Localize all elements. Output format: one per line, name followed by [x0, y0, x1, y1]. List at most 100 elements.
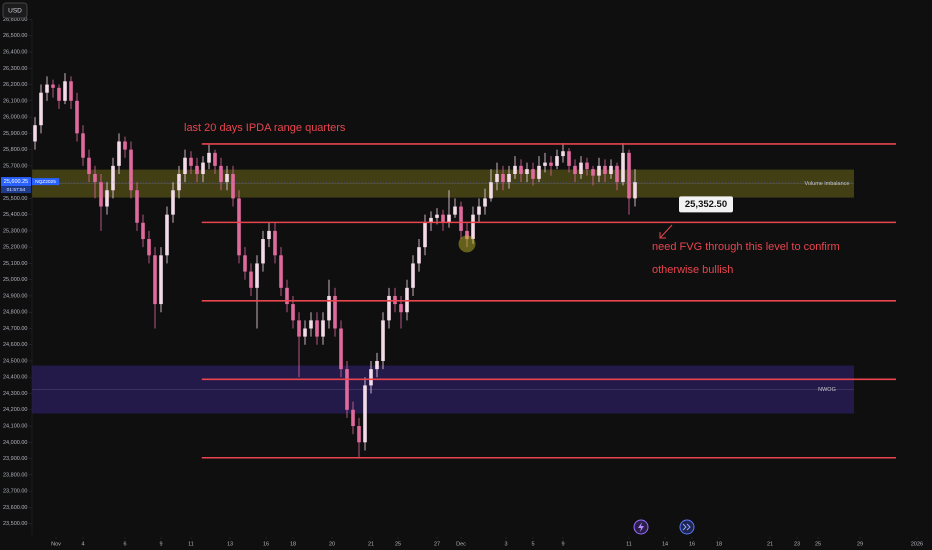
candle-body	[237, 198, 241, 256]
x-tick-label: 16	[263, 541, 269, 547]
candle-body	[93, 173, 97, 183]
x-tick-label: 25	[395, 541, 401, 547]
y-tick-label: 25,100.00	[3, 261, 27, 267]
candle-body	[33, 125, 37, 142]
annotation: last 20 days IPDA range quarters	[184, 122, 346, 134]
candle-body	[381, 320, 385, 362]
zone-label: NWOG	[818, 387, 836, 393]
x-tick-label: 6	[123, 541, 126, 547]
x-tick-label: 27	[434, 541, 440, 547]
x-tick-label: 2026	[911, 541, 923, 547]
y-tick-label: 24,800.00	[3, 310, 27, 316]
x-tick-label: 29	[857, 541, 863, 547]
candle-body	[411, 263, 415, 288]
highlight-circle	[458, 235, 476, 253]
candle-body	[429, 217, 433, 223]
candle-body	[243, 255, 247, 272]
candle-body	[603, 165, 607, 174]
y-tick-label: 24,900.00	[3, 293, 27, 299]
candle-body	[327, 295, 331, 321]
candle-body	[417, 247, 421, 264]
arrow-head	[659, 232, 666, 239]
candle-body	[261, 239, 265, 264]
y-tick-label: 24,300.00	[3, 391, 27, 397]
candle-body	[435, 214, 439, 218]
y-tick-label: 24,200.00	[3, 407, 27, 413]
y-tick-label: 25,300.00	[3, 228, 27, 234]
scroll-icon[interactable]	[679, 519, 695, 535]
candle-body	[387, 295, 391, 321]
candle-body	[129, 149, 133, 191]
candle-body	[111, 165, 115, 191]
plot: Volume imbalance NWOG 26,600.00 26,500.00 26…	[3, 17, 923, 547]
candle-body	[153, 255, 157, 305]
y-tick-label: 25,200.00	[3, 245, 27, 251]
x-tick-label: 3	[504, 541, 507, 547]
candle-body	[315, 320, 319, 337]
y-tick-label: 25,800.00	[3, 147, 27, 153]
x-tick-label: 4	[81, 541, 84, 547]
candle-body	[123, 141, 127, 150]
y-tick-label: 23,700.00	[3, 489, 27, 495]
candle-body	[447, 214, 451, 223]
candle-body	[279, 255, 283, 288]
candle-body	[273, 230, 277, 256]
y-tick-label: 25,000.00	[3, 277, 27, 283]
candle-body	[363, 385, 367, 443]
x-tick-label: Dec	[456, 541, 466, 547]
candle-body	[615, 165, 619, 183]
candle-body	[423, 222, 427, 248]
candle-body	[591, 169, 595, 176]
candle-body	[585, 162, 589, 170]
candle-body	[183, 157, 187, 174]
candle-body	[513, 165, 517, 174]
candle-body	[147, 239, 151, 256]
callout-label: 25,352.50	[685, 199, 727, 210]
candle-body	[351, 409, 355, 427]
candle-body	[333, 295, 337, 329]
candle-body	[483, 198, 487, 207]
candle-body	[141, 222, 145, 240]
x-tick-label: 18	[290, 541, 296, 547]
candle-body	[165, 214, 169, 256]
candle-body	[369, 369, 373, 386]
price-tag-label: 25,600.25	[4, 179, 28, 185]
symbol-tag	[32, 178, 59, 186]
candle-body	[57, 87, 61, 101]
x-tick-label: 25	[815, 541, 821, 547]
candle-body	[87, 157, 91, 174]
candle-body	[621, 152, 625, 183]
currency-button[interactable]	[2, 2, 28, 19]
currency: USD	[8, 8, 22, 15]
y-tick-label: 26,400.00	[3, 49, 27, 55]
candle-body	[357, 426, 361, 443]
candle-body	[573, 165, 577, 174]
candle-body	[303, 328, 307, 337]
candle-body	[477, 206, 481, 215]
candle-body	[201, 162, 205, 174]
candle-body	[171, 190, 175, 215]
x-tick-label: 20	[329, 541, 335, 547]
candle-body	[231, 173, 235, 199]
candle-body	[627, 152, 631, 199]
y-tick-label: 23,500.00	[3, 521, 27, 527]
zone-label: Volume imbalance	[805, 181, 850, 187]
y-tick-label: 24,600.00	[3, 342, 27, 348]
candle-body	[399, 304, 403, 313]
y-tick-label: 24,000.00	[3, 440, 27, 446]
candle-body	[555, 156, 559, 166]
x-tick-label: 9	[159, 541, 162, 547]
candle-body	[543, 162, 547, 166]
candle-body	[213, 152, 217, 166]
y-tick-label: 24,500.00	[3, 358, 27, 364]
symbol: NQZ2025	[35, 179, 56, 185]
candle-body	[255, 263, 259, 288]
y-tick-label: 26,000.00	[3, 115, 27, 121]
candle-body	[507, 173, 511, 183]
annotation: otherwise bullish	[652, 264, 733, 276]
y-tick-label: 24,400.00	[3, 375, 27, 381]
candle-body	[51, 84, 55, 88]
